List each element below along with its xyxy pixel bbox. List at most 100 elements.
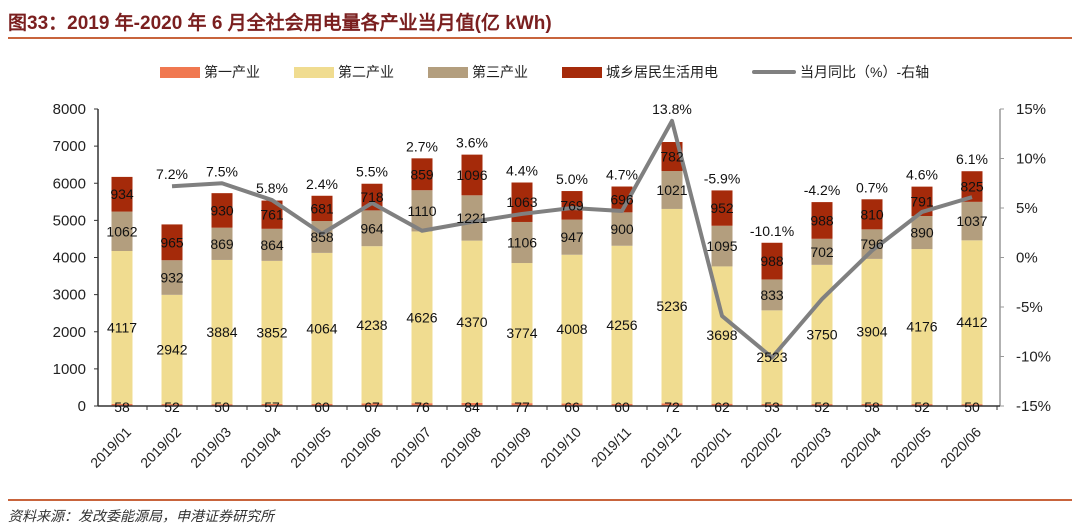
- title-divider: [8, 37, 1072, 39]
- left-tick-label: 7000: [53, 138, 86, 155]
- bar-segment: [811, 264, 833, 405]
- right-tick-label: 15%: [1016, 101, 1046, 118]
- bar-value-label: 1096: [456, 167, 487, 183]
- bar-value-label: 3904: [856, 323, 887, 339]
- x-tick-label: 2019/08: [437, 424, 484, 471]
- yoy-label: -4.2%: [804, 182, 841, 198]
- bar-segment: [461, 195, 483, 241]
- bar-segment: [161, 224, 183, 261]
- bar-segment: [561, 191, 583, 220]
- bar-segment: [261, 403, 283, 406]
- bar-value-label: 53: [764, 399, 780, 415]
- bar-value-label: 2523: [756, 349, 787, 365]
- bar-value-label: 1106: [507, 235, 537, 251]
- bar-segment: [161, 294, 183, 405]
- yoy-label: 2.4%: [306, 176, 338, 192]
- bar-segment: [861, 199, 883, 230]
- bar-segment: [111, 251, 133, 404]
- legend-item-yoy: 当月同比（%）-右轴: [752, 62, 929, 82]
- bar-value-label: 988: [810, 212, 834, 228]
- bar-segment: [361, 403, 383, 406]
- bar-segment: [261, 260, 283, 404]
- bar-segment: [211, 259, 233, 405]
- x-tick-label: 2020/05: [887, 424, 934, 471]
- legend-label: 第二产业: [338, 64, 394, 80]
- bar-value-label: 791: [910, 193, 934, 209]
- bar-value-label: 3750: [806, 326, 837, 342]
- left-tick-label: 3000: [53, 287, 86, 304]
- bar-segment: [561, 403, 583, 406]
- bar-value-label: 4626: [406, 309, 437, 325]
- x-tick-label: 2019/01: [87, 424, 134, 471]
- bar-segment: [411, 231, 433, 404]
- bar-value-label: 930: [210, 202, 234, 218]
- yoy-label: 6.1%: [956, 151, 988, 167]
- yoy-label: 2.7%: [406, 138, 438, 154]
- bar-segment: [361, 246, 383, 404]
- bar-value-label: 4238: [356, 317, 387, 333]
- bar-segment: [761, 404, 783, 406]
- bar-value-label: 2942: [156, 341, 187, 357]
- bar-value-label: 50: [214, 399, 230, 415]
- bar-segment: [561, 219, 583, 255]
- x-tick-label: 2019/07: [387, 424, 434, 471]
- bar-value-label: 4370: [456, 314, 487, 330]
- bar-value-label: 58: [864, 399, 880, 415]
- yoy-label: -10.1%: [750, 223, 794, 239]
- bar-value-label: 4176: [906, 319, 937, 335]
- bar-segment: [961, 171, 983, 202]
- legend-item-secondary: 第二产业: [294, 62, 394, 82]
- legend-item-tertiary: 第三产业: [428, 62, 528, 82]
- bar-value-label: 718: [360, 189, 384, 205]
- bar-segment: [661, 208, 683, 404]
- right-tick-label: 0%: [1016, 250, 1038, 267]
- bar-value-label: 825: [960, 179, 984, 195]
- bar-value-label: 5236: [656, 298, 687, 314]
- yoy-label: 5.5%: [356, 164, 388, 180]
- left-tick-label: 1000: [53, 361, 86, 378]
- legend-line-swatch: [752, 70, 796, 74]
- bar-value-label: 4412: [956, 314, 987, 330]
- bar-segment: [761, 279, 783, 311]
- x-tick-label: 2019/05: [287, 424, 334, 471]
- bar-segment: [561, 254, 583, 404]
- bar-value-label: 52: [164, 399, 180, 415]
- yoy-label: -5.9%: [704, 170, 741, 186]
- legend-swatch: [562, 66, 602, 78]
- legend-swatch: [428, 66, 468, 78]
- bar-segment: [611, 186, 633, 213]
- x-tick-label: 2019/04: [237, 424, 284, 471]
- bar-value-label: 964: [360, 220, 384, 236]
- bar-segment: [511, 403, 533, 406]
- bar-value-label: 3852: [256, 324, 287, 340]
- left-tick-label: 4000: [53, 250, 86, 267]
- bar-segment: [511, 221, 533, 264]
- yoy-label: 5.8%: [256, 180, 288, 196]
- bar-value-label: 1063: [506, 194, 537, 210]
- bar-segment: [761, 242, 783, 280]
- x-tick-label: 2020/04: [837, 424, 884, 471]
- bar-value-label: 1062: [106, 223, 137, 239]
- bar-segment: [961, 240, 983, 405]
- bar-segment: [911, 249, 933, 405]
- bar-segment: [461, 240, 483, 403]
- left-tick-label: 6000: [53, 175, 86, 192]
- x-tick-label: 2020/06: [937, 424, 984, 471]
- bar-value-label: 782: [660, 149, 684, 165]
- bar-value-label: 988: [760, 253, 784, 269]
- bar-segment: [511, 263, 533, 404]
- bar-value-label: 810: [860, 206, 884, 222]
- bar-value-label: 681: [310, 200, 334, 216]
- x-tick-label: 2019/06: [337, 424, 384, 471]
- bar-value-label: 769: [560, 197, 584, 213]
- chart-title: 图33：2019 年-2020 年 6 月全社会用电量各产业当月值(亿 kWh): [8, 13, 552, 34]
- bar-value-label: 952: [710, 200, 734, 216]
- bar-value-label: 1021: [656, 182, 687, 198]
- bar-segment: [711, 403, 733, 406]
- right-tick-label: 5%: [1016, 200, 1038, 217]
- x-tick-label: 2019/09: [487, 424, 534, 471]
- x-tick-label: 2019/12: [637, 424, 684, 471]
- yoy-label: 7.2%: [156, 166, 188, 182]
- x-tick-label: 2019/03: [187, 424, 234, 471]
